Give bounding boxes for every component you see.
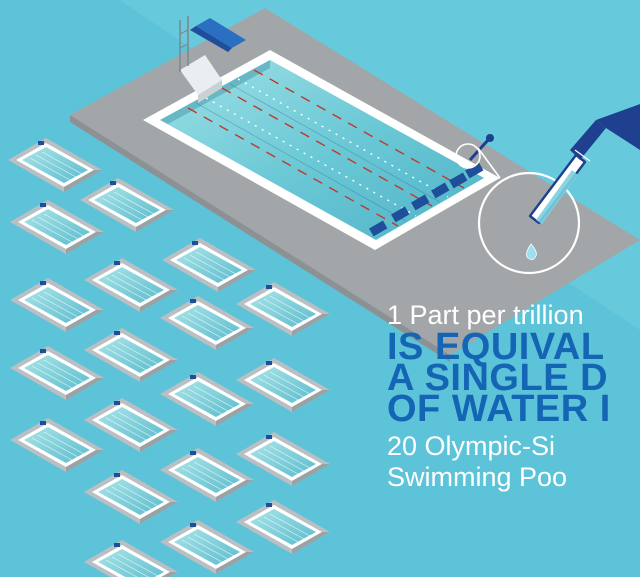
magnifier-circle-icon	[455, 143, 581, 275]
starting-blocks	[369, 162, 484, 237]
pool-deck-edge	[70, 115, 450, 362]
headline-line-6: Swimming Poo	[387, 462, 568, 492]
lane-ropes	[187, 69, 465, 227]
large-swimming-pool	[70, 8, 640, 362]
headline-line-5: 20 Olympic-Si	[387, 431, 556, 461]
headline-line-1: 1 Part per trillion	[387, 300, 584, 330]
headline-line-2: IS EQUIVAL	[387, 326, 605, 368]
diving-board-icon	[179, 16, 246, 103]
headline-line-3: A SINGLE D	[387, 357, 609, 399]
headline-line-4: OF WATER I	[387, 388, 611, 430]
pool-water	[160, 60, 484, 240]
eyedropper-icon	[528, 104, 640, 225]
water-droplet-icon	[526, 243, 537, 260]
headline-block: 1 Part per trillion IS EQUIVAL A SINGLE …	[387, 298, 640, 493]
